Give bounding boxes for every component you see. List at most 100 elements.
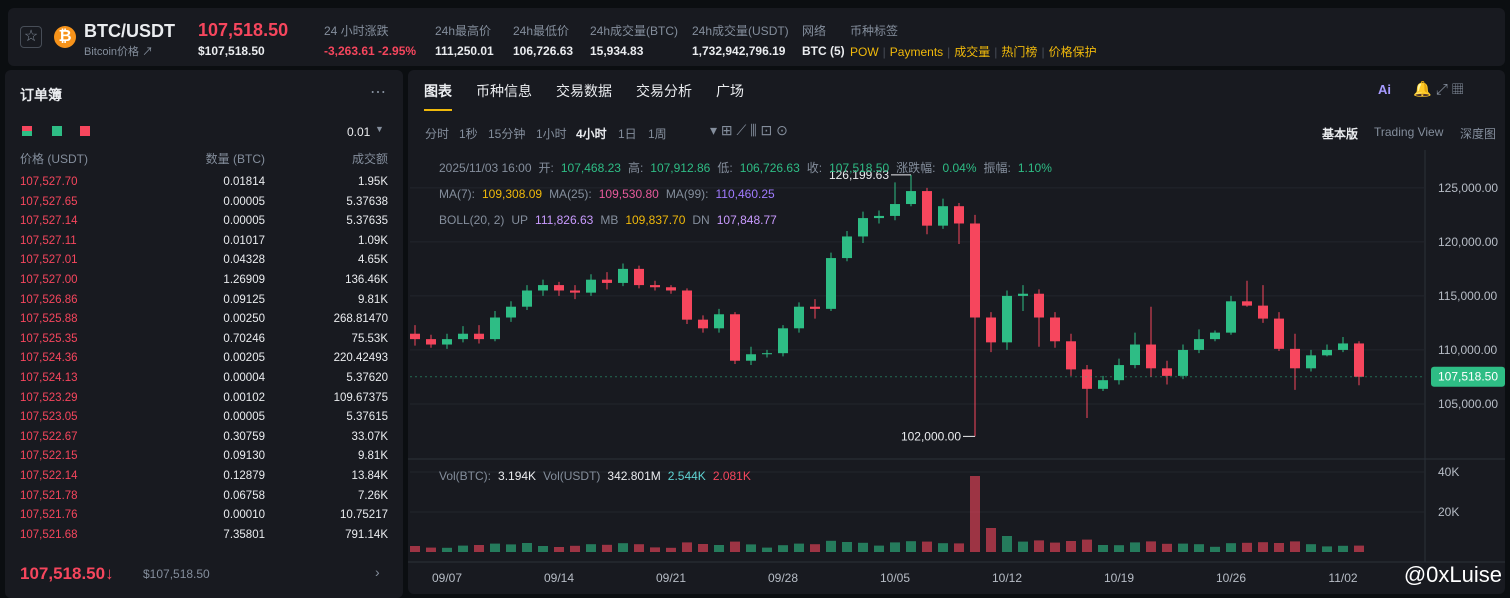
candle-body [874,215,884,219]
x-tick-label: 10/19 [1104,571,1134,585]
volume-bar [890,542,900,552]
order-cell: 0.00010 [223,509,265,522]
order-cell: 0.01017 [223,234,265,247]
volume-bar [1194,544,1204,552]
icons[interactable]: 🔔 ⤢ ▦ [1413,81,1464,98]
column-header: 数量 (BTC) [205,152,265,166]
view[interactable]: Trading View [1374,125,1444,139]
symbol: BTC/USDT [84,21,175,41]
volume-bar [458,545,468,552]
volume-bar [1306,544,1316,552]
interval[interactable]: 1小时 [536,127,567,141]
volume-bar [570,545,580,552]
more-button[interactable]: ⋯ [370,84,386,101]
info-text: 开: [539,161,554,175]
order-cell: 0.00005 [223,195,265,208]
interval[interactable]: 1秒 [459,127,478,141]
star-button[interactable]: ☆ [20,26,42,48]
candle-body [698,319,708,329]
tag[interactable]: 成交量 [954,45,991,59]
tab[interactable]: 交易数据 [556,83,612,99]
info-text: 2025/11/03 16:00 [439,161,532,175]
view-bids[interactable] [52,126,62,136]
order-price: 107,522.67 [20,430,78,443]
arrow[interactable]: › [375,564,380,580]
info-text: UP [511,213,528,227]
volume-bar [1290,541,1300,552]
orderbook-title: 订单簿 [20,87,62,103]
order-cell: 7.35801 [223,528,265,541]
view[interactable]: 基本版 [1322,127,1359,141]
volume-bar [810,544,820,552]
order-cell: 7.26K [357,489,388,502]
order-cell: 0.09125 [223,293,265,306]
tag[interactable]: 热门榜 [1001,45,1038,59]
candle-body [474,333,484,340]
candle-body [1018,293,1028,296]
view-asks[interactable] [80,126,90,136]
info-text: 0.04% [943,161,977,175]
order-price: 107,525.35 [20,332,78,345]
btc-icon: ₿ [54,26,76,48]
tag[interactable]: 价格保护 [1048,45,1097,59]
order-cell: 0.30759 [223,430,265,443]
order-price: 107,523.29 [20,391,78,404]
tag[interactable]: Payments [889,45,944,59]
x-tick-label: 11/02 [1328,571,1357,585]
ai-icon[interactable]: Ai [1378,82,1391,97]
volume-bar [1210,546,1220,552]
candle-body [1274,318,1284,349]
order-price: 107,522.14 [20,470,78,482]
candle-body [490,317,500,340]
candle-body [858,218,868,237]
view-both[interactable] [22,126,32,136]
volume-bar [538,546,548,552]
stat-label: 网络 [802,24,827,38]
interval[interactable]: 分时 [425,127,450,141]
watermark: @0xLuise [1403,562,1502,587]
volume-bar [874,545,884,552]
tab[interactable]: 币种信息 [476,83,532,99]
volume-bar [1098,545,1108,552]
interval[interactable]: 4小时 [576,127,607,141]
order-price: 107,521.76 [20,509,78,522]
volume-bar [1162,543,1172,552]
candle-body [1338,343,1348,350]
info-text: 振幅: [984,160,1011,175]
order-cell: 33.07K [351,430,388,443]
precision[interactable]: 0.01 [347,125,371,139]
tab[interactable]: 图表 [424,81,452,111]
info-text: 111,826.63 [535,213,594,227]
order-cell: 1.09K [357,234,388,247]
candle-body [1146,344,1156,369]
candle-body [890,204,900,216]
interval[interactable]: 1日 [618,127,637,141]
header-bar: ☆ ₿ BTC/USDT Bitcoin价格 ↗ 107,518.50 $107… [8,8,1505,66]
tag[interactable]: POW [850,45,879,59]
order-cell: 136.46K [345,274,388,286]
order-cell: 109.67375 [333,391,388,404]
interval[interactable]: 15分钟 [488,127,526,141]
x-tick-label: 09/21 [656,571,686,585]
tool-icons[interactable]: ▾ ⊞ ⟋ ⫼ ⊡ ⊙ [710,122,788,138]
order-price: 107,521.68 [20,528,78,541]
orderbook: 订单簿 ⋯ 0.01 ▼ 107,518.50↓ $107,518.50 › 价… [5,70,403,598]
interval[interactable]: 1周 [648,127,667,141]
volume-bar [970,476,980,552]
info-text: MA(99): [666,187,709,201]
info-text: 109,530.80 [599,187,659,201]
candle-body [954,206,964,224]
volume-bar [634,544,644,552]
stat-value: 111,250.01 [435,44,494,58]
volume-bar [522,543,532,552]
candle-body [794,306,804,329]
order-cell: 1.26909 [223,274,265,286]
tab[interactable]: 交易分析 [636,83,692,99]
candle-body [1002,295,1012,343]
sep: | [994,45,998,59]
tab[interactable]: 广场 [716,83,744,99]
view[interactable]: 深度图 [1460,127,1497,141]
volume-bar [858,542,868,552]
order-price: 107,527.00 [20,274,78,286]
